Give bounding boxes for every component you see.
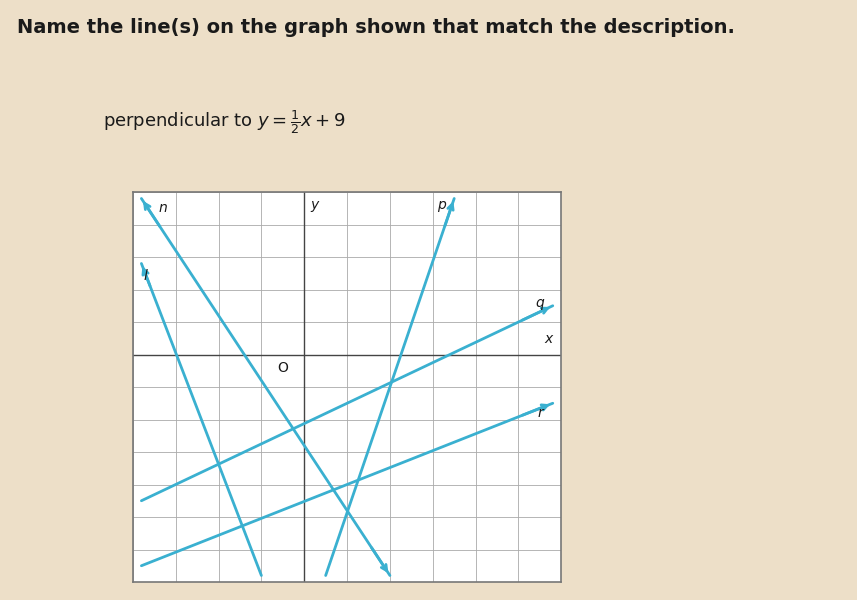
Text: Name the line(s) on the graph shown that match the description.: Name the line(s) on the graph shown that… bbox=[17, 18, 735, 37]
Text: x: x bbox=[544, 332, 553, 346]
Text: l: l bbox=[144, 269, 147, 283]
Text: r: r bbox=[537, 406, 542, 420]
Text: y: y bbox=[310, 199, 319, 212]
Text: O: O bbox=[278, 361, 288, 374]
Text: perpendicular to $y = \frac{1}{2}x + 9$: perpendicular to $y = \frac{1}{2}x + 9$ bbox=[103, 108, 345, 136]
Text: p: p bbox=[437, 198, 446, 212]
Text: q: q bbox=[536, 295, 544, 310]
Text: n: n bbox=[159, 201, 167, 215]
